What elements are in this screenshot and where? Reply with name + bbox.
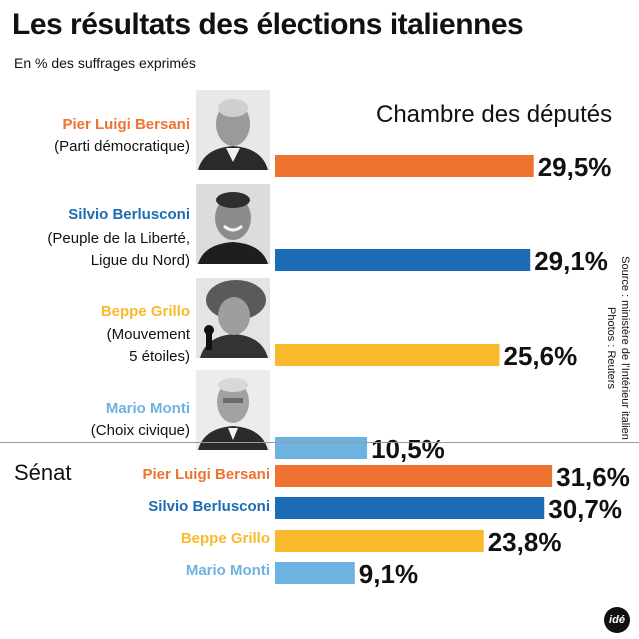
senate-bar [275,497,545,519]
candidate-photo [196,370,270,450]
candidate-photo [196,278,270,358]
senate-value-label: 31,6% [556,462,630,492]
source-text: Source : ministère de l'Intérieur italie… [619,256,631,440]
chamber-value-label: 25,6% [504,341,578,371]
party-line: (Peuple de la Liberté, [47,230,190,247]
senate-bar [275,465,553,487]
chamber-bar [275,249,531,271]
senate-value-label: 23,8% [488,527,562,557]
senate-candidate-name: Silvio Berlusconi [148,498,270,515]
page-title: Les résultats des élections italiennes [12,8,524,41]
chamber-candidate-name: Silvio Berlusconi [68,206,190,223]
chamber-bar [275,437,368,459]
chamber-value-label: 29,5% [538,152,612,182]
chamber-bar [275,155,534,177]
chamber-bar [275,344,500,366]
senate-candidate-name: Beppe Grillo [180,530,270,547]
senate-bar [275,530,484,552]
source-credit: Source : ministère de l'Intérieur italie… [602,228,632,468]
chamber-value-label: 10,5% [371,434,445,464]
senate-candidate-name: Pier Luigi Bersani [142,466,270,483]
publisher-logo: idé [604,607,630,633]
candidate-photo [196,184,270,264]
senate-title: Sénat [14,460,72,485]
senate-value-label: 9,1% [359,559,418,589]
page-subtitle: En % des suffrages exprimés [14,55,196,71]
chamber-candidate-party: (Mouvement 5 étoiles) [107,324,190,368]
photos-credit: Photos : Reuters [605,307,617,389]
chamber-candidate-party: (Parti démocratique) [54,138,190,155]
chamber-title: Chambre des députés [376,101,613,128]
chamber-candidate-party: (Peuple de la Liberté, Ligue du Nord) [47,228,190,272]
senate-value-label: 30,7% [548,494,622,524]
chamber-value-label: 29,1% [534,246,608,276]
senate-candidate-name: Mario Monti [185,562,270,579]
candidate-photo [196,90,270,170]
party-line: Ligue du Nord) [90,252,190,269]
party-line: (Mouvement [106,326,190,343]
party-line: 5 étoiles) [129,348,190,365]
senate-bar [275,562,355,584]
section-divider [0,442,639,443]
chamber-candidate-name: Mario Monti [105,400,190,417]
chamber-candidate-party: (Choix civique) [90,422,190,439]
chamber-candidate-name: Pier Luigi Bersani [62,116,190,133]
chamber-candidate-name: Beppe Grillo [100,303,190,320]
